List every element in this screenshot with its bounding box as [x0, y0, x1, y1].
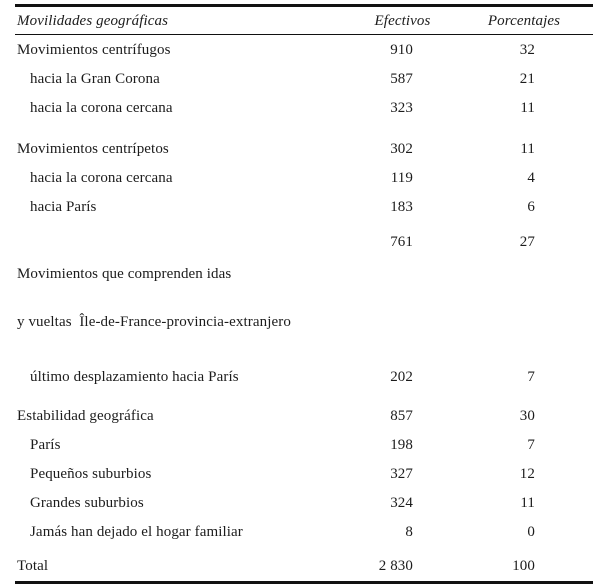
- row-efectivos-value: 761: [390, 234, 413, 250]
- table-row: Jamás han dejado el hogar familiar 8 0: [15, 517, 593, 546]
- row-porcentajes-value: 7: [527, 368, 535, 385]
- total-porcentajes-value: 100: [512, 557, 535, 574]
- row-porcentajes-value: 7: [527, 436, 535, 453]
- row-efectivos-value: 323: [390, 99, 413, 116]
- row-efectivos-value: 8: [405, 523, 413, 540]
- row-label: Movimientos que comprenden idas y vuelta…: [15, 234, 350, 362]
- row-efectivos-value: 910: [390, 41, 413, 58]
- table-row: Pequeños suburbios 327 12: [15, 459, 593, 488]
- row-label: Movimientos centrífugos: [17, 41, 171, 58]
- row-efectivos-value: 324: [390, 494, 413, 511]
- row-label: Jamás han dejado el hogar familiar: [30, 523, 243, 540]
- row-efectivos-value: 119: [390, 169, 413, 186]
- table-row: Movimientos que comprenden idas y vuelta…: [15, 233, 593, 362]
- table-row-total: Total 2 830 100: [15, 551, 593, 580]
- column-header-efectivos: Efectivos: [374, 12, 431, 29]
- row-efectivos-value: 302: [390, 140, 413, 157]
- table-row: hacia la corona cercana 119 4: [15, 163, 593, 192]
- row-label: Grandes suburbios: [30, 494, 144, 511]
- row-label: hacia París: [30, 198, 97, 215]
- row-porcentajes-value: 12: [519, 465, 535, 482]
- row-efectivos-value: 587: [390, 70, 413, 87]
- statistics-table: Movilidades geográficas Efectivos Porcen…: [15, 4, 593, 584]
- row-label: hacia la corona cercana: [30, 169, 173, 186]
- table-row: Estabilidad geográfica 857 30: [15, 401, 593, 430]
- row-label: París: [30, 436, 61, 453]
- table-row: hacia la Gran Corona 587 21: [15, 64, 593, 93]
- column-header-porcentajes: Porcentajes: [487, 12, 561, 29]
- row-efectivos-value: 198: [390, 436, 413, 453]
- row-porcentajes-value: 4: [527, 169, 535, 186]
- row-label: último desplazamiento hacia París: [30, 368, 239, 385]
- row-porcentajes-value: 11: [520, 140, 535, 157]
- row-porcentajes-value: 32: [519, 41, 535, 58]
- row-porcentajes-value: 0: [527, 523, 535, 540]
- row-label: Estabilidad geográfica: [17, 407, 154, 424]
- table-row: hacia la corona cercana 323 11: [15, 93, 593, 122]
- row-label: Movimientos centrípetos: [17, 140, 169, 157]
- column-header-movilidades: Movilidades geográficas: [17, 12, 169, 29]
- row-efectivos-value: 183: [390, 198, 413, 215]
- row-label: hacia la corona cercana: [30, 99, 173, 116]
- row-porcentajes-value: 27: [519, 234, 535, 250]
- table-row: hacia París 183 6: [15, 192, 593, 221]
- row-porcentajes-value: 11: [520, 99, 535, 116]
- row-efectivos-value: 857: [390, 407, 413, 424]
- table-row: París 198 7: [15, 430, 593, 459]
- table-row: Grandes suburbios 324 11: [15, 488, 593, 517]
- row-label-line1: Movimientos que comprenden idas: [17, 266, 232, 282]
- row-porcentajes-value: 11: [520, 494, 535, 511]
- table-row: Movimientos centrífugos 910 32: [15, 35, 593, 64]
- row-efectivos-value: 202: [390, 368, 413, 385]
- row-porcentajes-value: 21: [519, 70, 535, 87]
- row-label: hacia la Gran Corona: [30, 70, 160, 87]
- row-porcentajes-value: 30: [519, 407, 535, 424]
- row-label-line2: y vueltas Île-de-France-provincia-extran…: [17, 314, 291, 330]
- row-porcentajes-value: 6: [527, 198, 535, 215]
- row-efectivos-value: 327: [390, 465, 413, 482]
- table-row: Movimientos centrípetos 302 11: [15, 134, 593, 163]
- total-efectivos-value: 2 830: [378, 557, 413, 574]
- table-row: último desplazamiento hacia París 202 7: [15, 362, 593, 391]
- row-label: Pequeños suburbios: [30, 465, 152, 482]
- total-label: Total: [17, 557, 49, 574]
- table-header-row: Movilidades geográficas Efectivos Porcen…: [15, 7, 593, 35]
